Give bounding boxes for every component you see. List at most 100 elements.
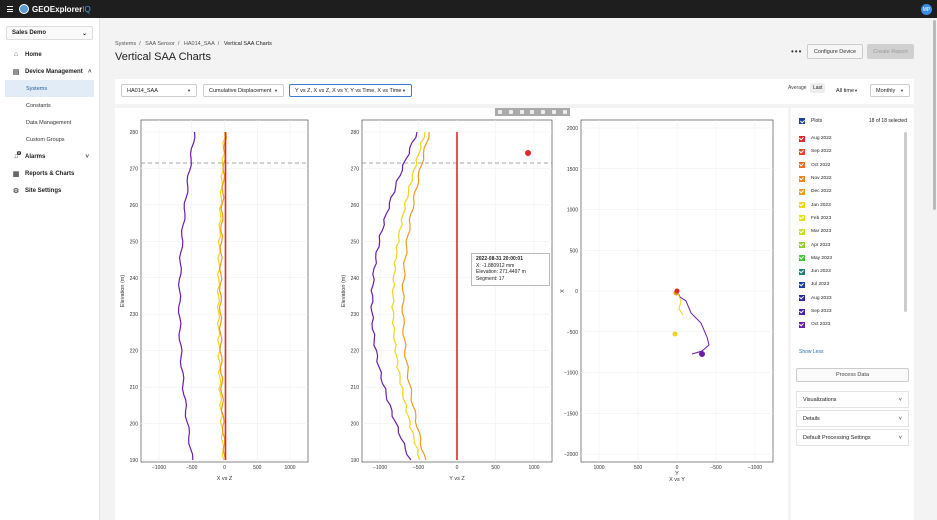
more-options-button[interactable]: ••• <box>791 47 803 56</box>
visualizations-accordion[interactable]: Visualizations ˅ <box>796 391 909 408</box>
create-report-button[interactable]: Create Report <box>867 44 914 59</box>
series-line <box>401 131 430 461</box>
legend-checkbox[interactable] <box>799 135 805 142</box>
legend-item[interactable]: Feb 2023 <box>799 212 904 225</box>
average-toggle[interactable]: Average <box>788 85 807 91</box>
process-data-button[interactable]: Process Data <box>796 368 909 382</box>
last-toggle[interactable]: Last <box>810 83 826 93</box>
zoom-out-icon[interactable] <box>541 110 546 114</box>
legend-item[interactable]: Sep 2022 <box>799 145 904 158</box>
series-line <box>676 290 710 355</box>
time-range-select[interactable]: All time ▼ <box>831 84 863 97</box>
legend-item[interactable]: Jul 2023 <box>799 278 904 291</box>
legend-item[interactable]: Mar 2023 <box>799 225 904 238</box>
legend-item[interactable]: Jan 2023 <box>799 198 904 211</box>
app-name: GEOExplorer <box>32 4 83 14</box>
legend-checkbox[interactable] <box>799 255 805 262</box>
chevron-down-icon: ˅ <box>85 153 89 160</box>
legend-checkbox[interactable] <box>799 175 805 182</box>
legend-item[interactable]: Oct 2023 <box>799 318 904 331</box>
sidebar-item-home[interactable]: ⌂ Home <box>0 46 99 63</box>
legend-item[interactable]: Sep 2023 <box>799 305 904 318</box>
legend-label: Nov 2022 <box>811 176 832 182</box>
x-axis-label: X vs Z <box>217 476 233 482</box>
legend-label: Oct 2022 <box>811 162 831 168</box>
y-tick-label: 190 <box>351 458 360 464</box>
sidebar-item-reports[interactable]: ▦ Reports & Charts <box>0 165 99 182</box>
autoscale-icon[interactable] <box>551 110 556 114</box>
sidebar-item-constants[interactable]: Constants <box>26 102 51 109</box>
legend-checkbox[interactable] <box>799 228 805 235</box>
sidebar-item-systems[interactable]: Systems <box>5 80 94 97</box>
legend-item[interactable]: Apr 2023 <box>799 238 904 251</box>
breadcrumb-separator: / <box>139 41 141 47</box>
y-tick-label: 210 <box>130 385 139 391</box>
legend-label: Aug 2022 <box>811 136 832 142</box>
legend-item[interactable]: Aug 2022 <box>799 132 904 145</box>
accordion-label: Default Processing Settings <box>803 434 871 441</box>
org-selector[interactable]: Sales Demo ⌄ <box>6 26 93 40</box>
legend-label: Oct 2023 <box>811 322 831 328</box>
legend-scrollbar[interactable] <box>904 132 907 312</box>
pan-icon[interactable] <box>519 110 524 114</box>
sidebar-item-data-management[interactable]: Data Management <box>26 119 72 126</box>
zoom-in-icon[interactable] <box>530 110 535 114</box>
legend-item[interactable]: May 2023 <box>799 252 904 265</box>
plot-toolbar <box>495 108 570 116</box>
sidebar-item-device-management[interactable]: ▤ Device Management ˄ <box>0 63 99 80</box>
y-tick-label: 220 <box>130 349 139 355</box>
legend-checkbox[interactable] <box>799 268 805 275</box>
legend-item[interactable]: Nov 2022 <box>799 172 904 185</box>
zoom-icon[interactable] <box>509 110 514 114</box>
caret-down-icon: ▼ <box>900 88 904 93</box>
y-tick-label: 190 <box>130 458 139 464</box>
hover-tooltip: 2022-08-31 20:00:01 X: -1.880912 mm Elev… <box>471 253 550 286</box>
legend-item[interactable]: Jun 2023 <box>799 265 904 278</box>
legend-checkbox[interactable] <box>799 202 805 209</box>
configure-device-button[interactable]: Configure Device <box>807 44 863 59</box>
legend-checkbox[interactable] <box>799 162 805 169</box>
y-axis-label: Elevation (m) <box>341 275 347 308</box>
avatar[interactable]: MP <box>921 4 932 15</box>
legend-label: Apr 2023 <box>811 242 831 248</box>
chevron-down-icon: ⌄ <box>81 30 87 37</box>
interval-select[interactable]: Monthly ▼ <box>870 84 910 97</box>
legend-checkbox[interactable] <box>799 148 805 155</box>
app-logo[interactable]: GEOExplorerIQ <box>19 4 91 14</box>
legend-checkbox[interactable] <box>799 242 805 249</box>
legend-checkbox[interactable] <box>799 295 805 302</box>
camera-icon[interactable] <box>498 110 503 114</box>
sidebar-item-custom-groups[interactable]: Custom Groups <box>26 136 65 143</box>
legend-checkbox[interactable] <box>799 215 805 222</box>
breadcrumb-item[interactable]: Systems <box>115 41 137 47</box>
y-tick-label: −1000 <box>564 371 578 377</box>
reset-icon[interactable] <box>562 110 567 114</box>
legend-item[interactable]: Oct 2022 <box>799 159 904 172</box>
sidebar-item-site-settings[interactable]: ⚙ Site Settings <box>0 182 99 199</box>
device-select[interactable]: HA014_SAA ▼ <box>121 84 197 97</box>
select-all-checkbox[interactable] <box>799 118 805 124</box>
legend-checkbox[interactable] <box>799 321 805 328</box>
charts-svg[interactable]: 280 270 260 250 240 230 220 210 200 190 −1000 −500 0… <box>115 108 788 518</box>
bell-icon: ♫ <box>13 153 19 160</box>
x-tick-label: 1000 <box>593 465 604 471</box>
legend-checkbox[interactable] <box>799 188 805 195</box>
legend-item[interactable]: Dec 2022 <box>799 185 904 198</box>
legend-item[interactable]: Aug 2023 <box>799 292 904 305</box>
legend-checkbox[interactable] <box>799 308 805 315</box>
page-scrollbar[interactable] <box>933 20 936 210</box>
legend-checkbox[interactable] <box>799 281 805 288</box>
sidebar-item-alarms[interactable]: ♫ 0 Alarms ˅ <box>0 148 99 165</box>
caret-down-icon: ▼ <box>274 88 278 93</box>
show-less-link[interactable]: Show Less <box>799 349 824 355</box>
alarm-count-badge: 0 <box>17 151 21 155</box>
breadcrumb-item[interactable]: SAA Sensor <box>145 41 175 47</box>
views-select[interactable]: Y vs Z, X vs Z, X vs Y, Y vs Time, X vs … <box>289 84 412 97</box>
legend-label: Feb 2023 <box>811 215 832 221</box>
menu-icon[interactable] <box>3 0 17 18</box>
details-accordion[interactable]: Details ˅ <box>796 410 909 427</box>
processing-settings-accordion[interactable]: Default Processing Settings ˅ <box>796 429 909 446</box>
legend-label: Dec 2022 <box>811 189 832 195</box>
breadcrumb-item[interactable]: HA014_SAA <box>183 41 215 47</box>
mode-select[interactable]: Cumulative Displacement ▼ <box>203 84 284 97</box>
